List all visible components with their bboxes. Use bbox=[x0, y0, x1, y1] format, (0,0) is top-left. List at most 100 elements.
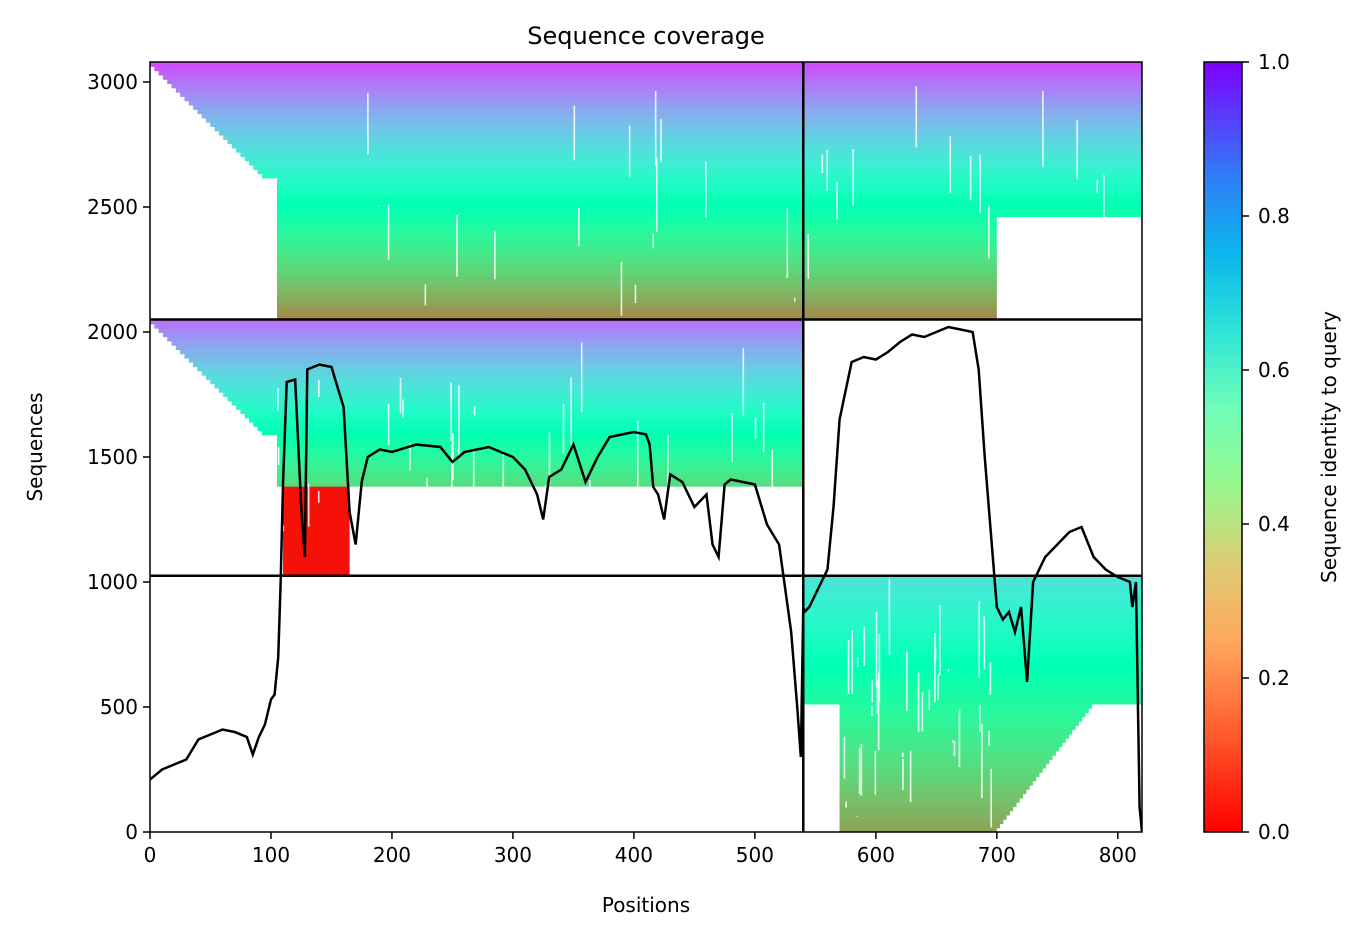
heatmap-gap bbox=[856, 657, 859, 668]
heatmap-row bbox=[240, 409, 804, 415]
heatmap-row bbox=[803, 614, 1142, 620]
heatmap-row bbox=[261, 173, 1142, 179]
heatmap-row bbox=[283, 528, 350, 534]
heatmap-gap bbox=[874, 751, 877, 795]
heatmap-gap bbox=[451, 525, 454, 549]
heatmap-row bbox=[277, 190, 1142, 196]
heatmap-gap bbox=[951, 740, 954, 743]
heatmap-row bbox=[197, 109, 1142, 115]
heatmap-row bbox=[253, 165, 1142, 170]
heatmap-gap bbox=[458, 385, 460, 457]
heatmap-gap bbox=[981, 723, 983, 799]
heatmap-row bbox=[283, 503, 350, 509]
heatmap-row bbox=[839, 729, 1073, 735]
heatmap-row bbox=[839, 759, 1050, 765]
heatmap-row bbox=[223, 392, 804, 397]
heatmap-gap bbox=[989, 662, 992, 695]
heatmap-row bbox=[244, 156, 1142, 162]
heatmap-row bbox=[803, 584, 1142, 590]
heatmap-gap bbox=[277, 388, 279, 411]
heatmap-gap bbox=[387, 204, 390, 260]
heatmap-row bbox=[277, 310, 997, 316]
heatmap-gap bbox=[387, 403, 390, 445]
heatmap-row bbox=[227, 139, 1142, 145]
heatmap-row bbox=[277, 199, 1142, 205]
heatmap-row bbox=[839, 767, 1043, 773]
heatmap-row bbox=[839, 793, 1024, 799]
heatmap-gap bbox=[277, 447, 280, 466]
heatmap-row bbox=[839, 823, 1001, 829]
heatmap-gap bbox=[934, 633, 936, 703]
heatmap-gap bbox=[826, 149, 829, 192]
heatmap-gap bbox=[667, 435, 669, 488]
heatmap-gap bbox=[378, 205, 380, 207]
heatmap-row bbox=[803, 609, 1142, 615]
heatmap-gap bbox=[876, 680, 879, 714]
heatmap-block-chain2 bbox=[803, 575, 1142, 832]
heatmap-gap bbox=[456, 214, 458, 277]
heatmap-gap bbox=[1136, 274, 1139, 306]
heatmap-row bbox=[277, 216, 997, 222]
heatmap-gap bbox=[1035, 274, 1038, 299]
heatmap-row bbox=[803, 588, 1142, 594]
heatmap-row bbox=[839, 703, 1092, 709]
heatmap-row bbox=[283, 558, 350, 564]
heatmap-row bbox=[803, 699, 1142, 705]
y-axis-label: Sequences bbox=[23, 392, 47, 501]
heatmap-row bbox=[277, 293, 997, 299]
heatmap-gap bbox=[402, 399, 404, 418]
heatmap-gap bbox=[628, 125, 631, 177]
heatmap-gap bbox=[589, 480, 591, 552]
heatmap-gap bbox=[979, 704, 981, 732]
heatmap-row bbox=[839, 776, 1037, 782]
heatmap-gap bbox=[409, 443, 411, 471]
heatmap-gap bbox=[807, 234, 810, 279]
heatmap-row bbox=[839, 750, 1056, 756]
heatmap-row bbox=[218, 387, 804, 393]
heatmap-row bbox=[803, 639, 1142, 645]
heatmap-row bbox=[839, 780, 1033, 786]
heatmap-row bbox=[283, 562, 350, 568]
heatmap-row bbox=[180, 349, 804, 355]
heatmap-gap bbox=[307, 483, 310, 527]
heatmap-gap bbox=[472, 451, 475, 516]
heatmap-area bbox=[150, 62, 1142, 832]
heatmap-row bbox=[236, 147, 1142, 153]
heatmap-row bbox=[201, 113, 1142, 119]
colorbar-tick-label: 0.6 bbox=[1258, 358, 1290, 382]
heatmap-gap bbox=[1053, 271, 1056, 289]
x-tick-label: 200 bbox=[373, 843, 411, 867]
heatmap-row bbox=[193, 362, 804, 368]
heatmap-gap bbox=[921, 692, 924, 732]
heatmap-gap bbox=[738, 492, 741, 556]
heatmap-row bbox=[803, 580, 1142, 585]
heatmap-gap bbox=[452, 433, 454, 481]
colorbar-tick-label: 0.0 bbox=[1258, 820, 1290, 844]
heatmap-gap bbox=[860, 743, 863, 796]
colorbar-tick-label: 0.2 bbox=[1258, 666, 1290, 690]
y-tick-label: 0 bbox=[125, 820, 138, 844]
heatmap-row bbox=[154, 66, 1142, 72]
heatmap-row bbox=[283, 507, 350, 513]
heatmap-row bbox=[839, 763, 1047, 769]
heatmap-row bbox=[839, 712, 1086, 718]
heatmap-gap bbox=[424, 284, 427, 306]
heatmap-gap bbox=[851, 630, 854, 694]
heatmap-gap bbox=[953, 740, 956, 757]
heatmap-gap bbox=[1096, 179, 1099, 194]
heatmap-gap bbox=[917, 672, 920, 733]
heatmap-row bbox=[277, 259, 997, 265]
heatmap-row bbox=[803, 669, 1142, 675]
heatmap-row bbox=[277, 203, 1142, 209]
heatmap-gap bbox=[317, 490, 320, 503]
heatmap-row bbox=[803, 622, 1142, 628]
heatmap-gap bbox=[1032, 217, 1035, 271]
colorbar-tick-label: 0.4 bbox=[1258, 512, 1290, 536]
heatmap-row bbox=[277, 289, 997, 295]
heatmap-row bbox=[839, 746, 1060, 752]
plot-frame bbox=[149, 61, 1143, 833]
heatmap-row bbox=[283, 511, 350, 517]
heatmap-row bbox=[257, 426, 804, 432]
heatmap-row bbox=[839, 755, 1053, 760]
